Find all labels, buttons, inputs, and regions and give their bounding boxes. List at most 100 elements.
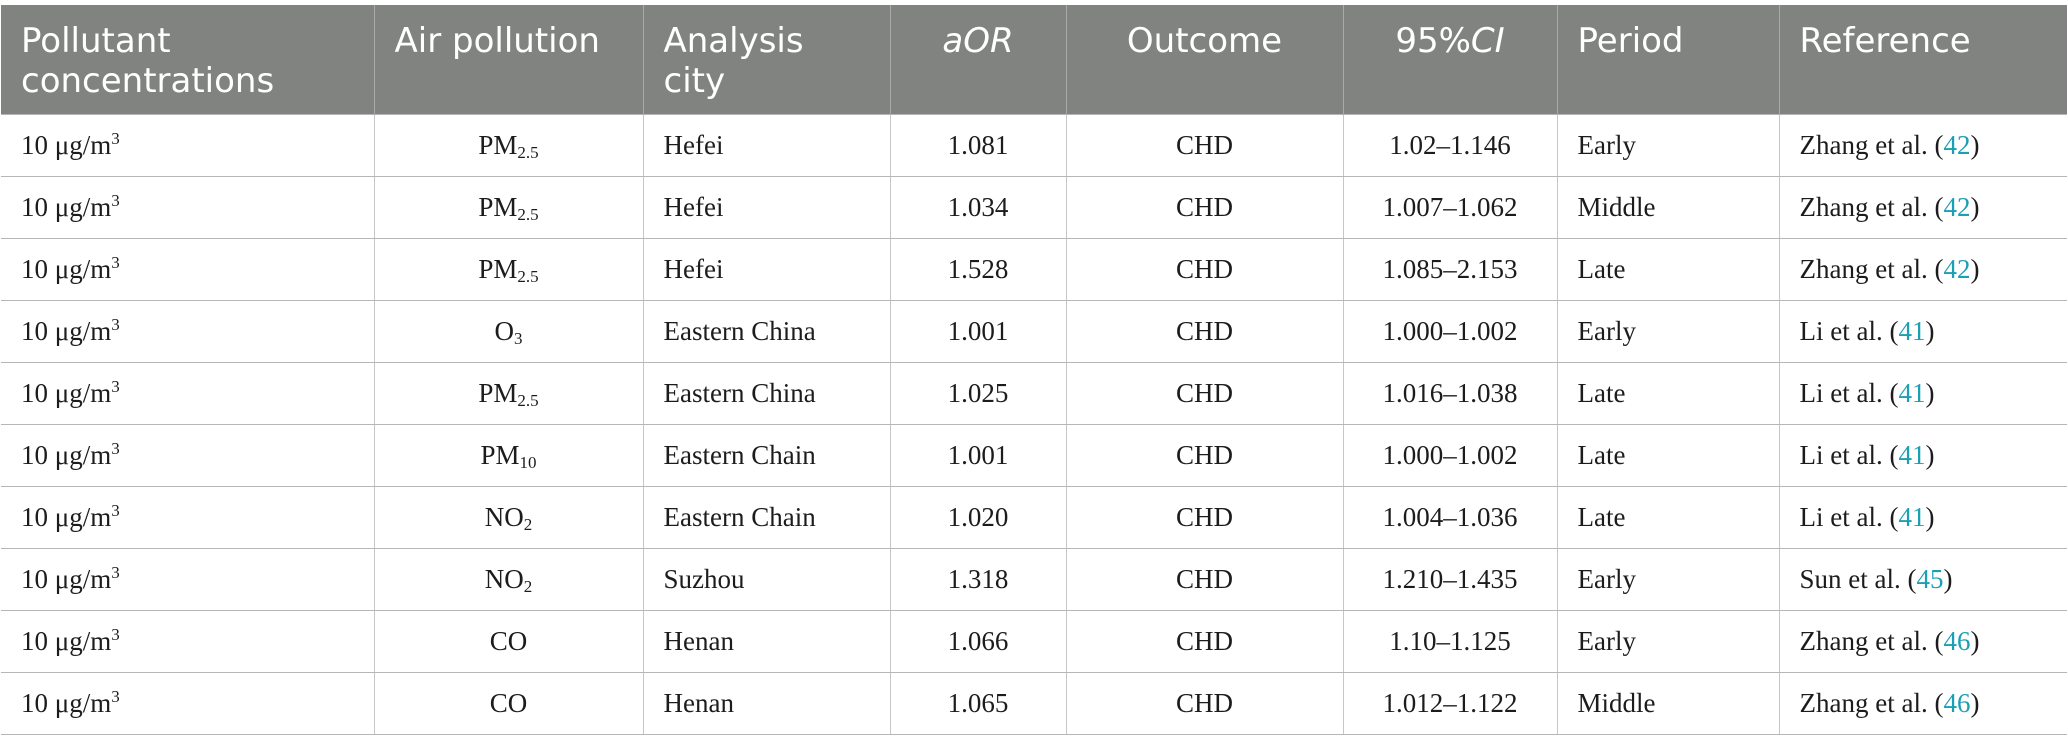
concentration-superscript: 3 (111, 314, 120, 334)
cell-ci: 1.02–1.146 (1342, 113, 1557, 177)
cell-aor: 1.001 (889, 424, 1066, 487)
cell-ci: 1.016–1.038 (1342, 362, 1557, 425)
cell-analysis-city: Hefei (642, 176, 890, 239)
cell-period: Early (1556, 300, 1779, 363)
cell-air-pollution: CO (373, 672, 643, 735)
reference-author: Sun et al. ( (1799, 563, 1917, 594)
cell-concentration: 10 μg/m3 (1, 672, 374, 735)
cell-outcome: CHD (1065, 300, 1343, 363)
header-period: Period (1556, 5, 1779, 114)
cell-concentration: 10 μg/m3 (1, 176, 374, 239)
reference-author: Zhang et al. ( (1799, 253, 1944, 284)
cell-analysis-city: Eastern China (642, 300, 890, 363)
reference-close: ) (1970, 687, 1980, 718)
cell-period: Early (1556, 548, 1779, 611)
cell-concentration: 10 μg/m3 (1, 610, 374, 673)
cell-reference: Zhang et al. (46) (1778, 610, 2067, 673)
header-reference: Reference (1778, 5, 2067, 114)
table-body: 10 μg/m3 PM2.5 Hefei 1.081 CHD 1.02–1.14… (1, 113, 2067, 735)
cell-air-pollution: PM2.5 (373, 238, 643, 301)
cell-air-pollution: PM2.5 (373, 362, 643, 425)
header-ci-prefix: 95% (1395, 21, 1471, 61)
reference-link[interactable]: 42 (1943, 129, 1971, 160)
pollutant-subscript: 10 (519, 452, 537, 472)
concentration-superscript: 3 (111, 376, 120, 396)
concentration-value: 10 μg/m (21, 687, 112, 718)
cell-reference: Zhang et al. (42) (1778, 176, 2067, 239)
pollutant-subscript: 2.5 (517, 390, 539, 410)
header-pollutant-concentrations: Pollutant concentrations (1, 5, 374, 114)
cell-aor: 1.065 (889, 672, 1066, 735)
cell-ci: 1.085–2.153 (1342, 238, 1557, 301)
pollutant-name: CO (489, 625, 528, 656)
cell-reference: Li et al. (41) (1778, 424, 2067, 487)
cell-ci: 1.210–1.435 (1342, 548, 1557, 611)
cell-reference: Sun et al. (45) (1778, 548, 2067, 611)
concentration-value: 10 μg/m (21, 563, 112, 594)
pollutant-name: O (494, 315, 515, 346)
concentration-value: 10 μg/m (21, 129, 112, 160)
cell-concentration: 10 μg/m3 (1, 300, 374, 363)
reference-link[interactable]: 46 (1943, 625, 1971, 656)
concentration-value: 10 μg/m (21, 253, 112, 284)
cell-reference: Li et al. (41) (1778, 300, 2067, 363)
reference-link[interactable]: 41 (1898, 315, 1926, 346)
reference-author: Li et al. ( (1799, 315, 1899, 346)
cell-outcome: CHD (1065, 113, 1343, 177)
pollutant-subscript: 2 (523, 514, 533, 534)
cell-outcome: CHD (1065, 672, 1343, 735)
pollutant-subscript: 2.5 (517, 266, 539, 286)
cell-outcome: CHD (1065, 548, 1343, 611)
concentration-superscript: 3 (111, 190, 120, 210)
cell-analysis-city: Hefei (642, 113, 890, 177)
concentration-superscript: 3 (111, 624, 120, 644)
cell-outcome: CHD (1065, 610, 1343, 673)
reference-author: Zhang et al. ( (1799, 687, 1944, 718)
cell-concentration: 10 μg/m3 (1, 113, 374, 177)
reference-link[interactable]: 45 (1916, 563, 1944, 594)
cell-analysis-city: Henan (642, 672, 890, 735)
table-header: Pollutant concentrations Air pollution A… (1, 5, 2067, 114)
reference-link[interactable]: 41 (1898, 501, 1926, 532)
concentration-value: 10 μg/m (21, 377, 112, 408)
pollution-table: Pollutant concentrations Air pollution A… (1, 5, 2067, 735)
pollutant-name: PM (478, 129, 518, 160)
table-row: 10 μg/m3 CO Henan 1.066 CHD 1.10–1.125 E… (1, 610, 2067, 673)
table-row: 10 μg/m3 NO2 Eastern Chain 1.020 CHD 1.0… (1, 486, 2067, 549)
pollutant-subscript: 2.5 (517, 142, 539, 162)
cell-period: Late (1556, 424, 1779, 487)
reference-close: ) (1970, 625, 1980, 656)
reference-author: Li et al. ( (1799, 501, 1899, 532)
reference-author: Zhang et al. ( (1799, 191, 1944, 222)
reference-link[interactable]: 41 (1898, 377, 1926, 408)
cell-air-pollution: PM10 (373, 424, 643, 487)
cell-ci: 1.000–1.002 (1342, 424, 1557, 487)
cell-reference: Zhang et al. (42) (1778, 238, 2067, 301)
cell-aor: 1.081 (889, 113, 1066, 177)
header-aor: aOR (889, 5, 1066, 114)
reference-link[interactable]: 42 (1943, 191, 1971, 222)
cell-period: Early (1556, 610, 1779, 673)
cell-aor: 1.528 (889, 238, 1066, 301)
table-row: 10 μg/m3 O3 Eastern China 1.001 CHD 1.00… (1, 300, 2067, 363)
cell-aor: 1.020 (889, 486, 1066, 549)
cell-air-pollution: PM2.5 (373, 176, 643, 239)
reference-close: ) (1970, 253, 1980, 284)
cell-reference: Li et al. (41) (1778, 486, 2067, 549)
reference-author: Li et al. ( (1799, 439, 1899, 470)
cell-outcome: CHD (1065, 176, 1343, 239)
reference-link[interactable]: 41 (1898, 439, 1926, 470)
header-outcome: Outcome (1065, 5, 1343, 114)
cell-aor: 1.066 (889, 610, 1066, 673)
reference-link[interactable]: 42 (1943, 253, 1971, 284)
pollutant-name: PM (478, 253, 518, 284)
cell-aor: 1.318 (889, 548, 1066, 611)
cell-concentration: 10 μg/m3 (1, 424, 374, 487)
concentration-superscript: 3 (111, 252, 120, 272)
table-row: 10 μg/m3 PM2.5 Hefei 1.034 CHD 1.007–1.0… (1, 176, 2067, 239)
reference-link[interactable]: 46 (1943, 687, 1971, 718)
cell-outcome: CHD (1065, 486, 1343, 549)
cell-analysis-city: Hefei (642, 238, 890, 301)
cell-analysis-city: Eastern Chain (642, 486, 890, 549)
cell-period: Middle (1556, 672, 1779, 735)
